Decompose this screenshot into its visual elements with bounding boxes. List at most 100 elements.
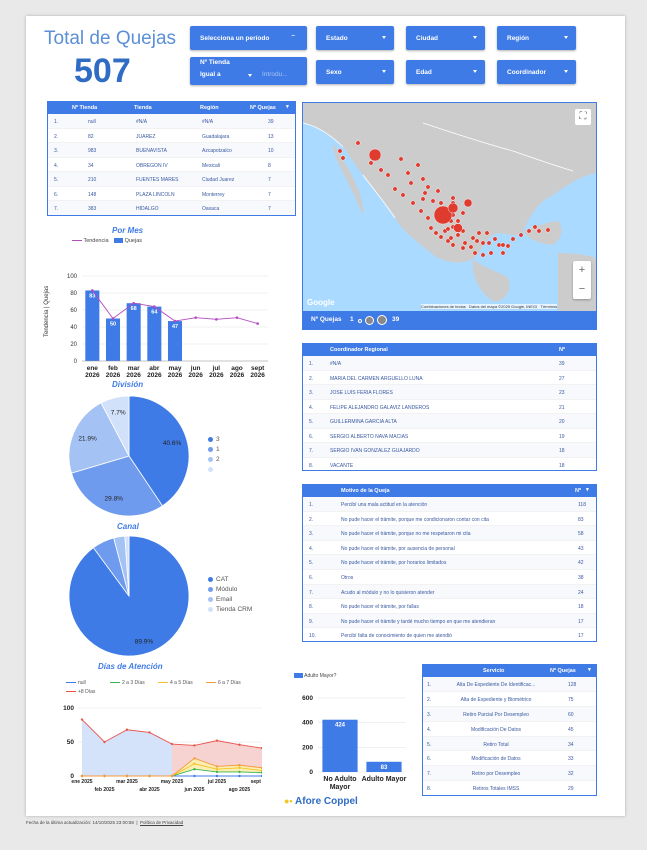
series-point[interactable] — [103, 774, 106, 778]
map-marker[interactable] — [368, 160, 374, 166]
map-marker[interactable] — [545, 227, 551, 233]
table-row[interactable]: 1. Alta De Expediente De Identificac... 12… — [423, 677, 596, 692]
sort-desc-icon[interactable]: ▾ — [286, 104, 289, 110]
map-marker[interactable] — [392, 186, 398, 192]
map-marker[interactable] — [518, 232, 524, 238]
map-marker[interactable] — [532, 224, 538, 230]
sexo-filter[interactable]: Sexo — [316, 60, 394, 84]
map-marker[interactable] — [385, 172, 391, 178]
map-marker[interactable] — [398, 156, 404, 162]
map-marker[interactable] — [460, 210, 466, 216]
col-header[interactable]: Nº Quejas — [550, 668, 576, 674]
series-point[interactable] — [148, 731, 151, 734]
trend-point[interactable] — [132, 301, 135, 305]
table-row[interactable]: 7. Retiro por Desempleo 32 — [423, 766, 596, 782]
bar[interactable] — [147, 306, 162, 361]
table-row[interactable]: 7. Acudo al módulo y no lo quisieron aten… — [303, 584, 596, 600]
series-point[interactable] — [260, 746, 262, 750]
sort-desc-icon[interactable]: ▾ — [586, 487, 589, 493]
series-point[interactable] — [238, 766, 241, 770]
map-marker[interactable] — [418, 208, 424, 214]
series-point[interactable] — [238, 763, 241, 767]
map-marker[interactable] — [526, 228, 532, 234]
col-header[interactable]: Nº Tienda — [72, 105, 98, 111]
table-row[interactable]: 7. SERGIO IVAN GONZALEZ GUAJARDO 18 — [303, 443, 596, 458]
series-point[interactable] — [215, 765, 219, 768]
series-point[interactable] — [125, 774, 129, 778]
table-row[interactable]: 3. Retiro Parcial Por Desempleo 60 — [423, 706, 596, 722]
map-marker[interactable] — [510, 236, 516, 242]
map-marker[interactable] — [474, 238, 480, 244]
map-marker[interactable] — [536, 228, 542, 234]
col-header[interactable]: Nº Quejas — [250, 105, 276, 111]
series-point[interactable] — [193, 774, 196, 778]
series-point[interactable] — [193, 762, 196, 765]
table-row[interactable]: 9. No pude hacer el trámite y tardé mucho… — [303, 613, 596, 629]
series-point[interactable] — [260, 769, 262, 772]
map-marker[interactable] — [448, 235, 454, 241]
series-point[interactable] — [125, 728, 129, 731]
table-row[interactable]: 3. JOSE LUIS FERIA FLORES 23 — [303, 385, 596, 400]
col-header[interactable]: Coordinador Regional — [330, 347, 388, 353]
series-point[interactable] — [103, 740, 106, 744]
map-marker[interactable] — [480, 240, 486, 246]
series-point[interactable] — [238, 770, 241, 774]
table-row[interactable]: 2. 82 JUAREZ Guadalajara 13 — [48, 129, 295, 143]
map-marker[interactable] — [438, 200, 444, 206]
legend-item[interactable]: 2 — [208, 456, 220, 463]
fullscreen-icon[interactable]: ⛶ — [575, 109, 591, 125]
trend-point[interactable] — [91, 289, 94, 292]
legend-item[interactable] — [208, 466, 216, 473]
table-row[interactable]: 4. FELIPE ALEJANDRO GALAVIZ LANDEROS 21 — [303, 400, 596, 414]
map-marker[interactable] — [408, 180, 414, 186]
legend-item[interactable]: 4 a 5 Días — [158, 680, 193, 686]
trend-point[interactable] — [235, 316, 239, 319]
bar[interactable] — [105, 318, 121, 362]
series-point[interactable] — [170, 774, 174, 778]
col-header[interactable]: Nº — [575, 488, 581, 494]
bar[interactable] — [366, 761, 402, 772]
map-marker[interactable] — [420, 176, 426, 182]
bar[interactable] — [126, 303, 141, 361]
edad-filter[interactable]: Edad — [406, 60, 485, 84]
map-marker[interactable] — [463, 198, 473, 208]
map-marker[interactable] — [420, 196, 426, 202]
series-point[interactable] — [215, 770, 219, 774]
map-marker[interactable] — [422, 190, 428, 196]
map-marker[interactable] — [410, 200, 416, 206]
map-marker[interactable] — [484, 230, 490, 236]
keyboard-shortcuts-link[interactable]: Combinaciones de teclas — [421, 304, 466, 309]
table-row[interactable]: 2. Alta de Expediente y Biométrico 75 — [423, 692, 596, 707]
table-row[interactable]: 5. Retiro Total 34 — [423, 736, 596, 752]
map-marker[interactable] — [462, 240, 468, 246]
table-row[interactable]: 1. null #N/A #N/A 39 — [48, 114, 295, 129]
table-row[interactable]: 1. Percibí una mala actitud en la atenció… — [303, 497, 596, 512]
privacy-link[interactable]: Política de Privacidad — [140, 820, 184, 825]
table-row[interactable]: 1. #N/A 39 — [303, 356, 596, 371]
bar[interactable] — [85, 290, 100, 361]
trend-point[interactable] — [256, 322, 259, 325]
series-point[interactable] — [215, 774, 219, 778]
map-marker[interactable] — [433, 205, 453, 225]
series-point[interactable] — [238, 743, 241, 746]
map-marker[interactable] — [355, 140, 361, 146]
series-point[interactable] — [193, 744, 196, 747]
map-marker[interactable] — [455, 232, 461, 238]
table-row[interactable]: 5. No pude hacer el trámite, por horarios… — [303, 555, 596, 570]
map-marker[interactable] — [453, 223, 463, 233]
map-marker[interactable] — [445, 238, 451, 244]
legend-item[interactable]: Email — [208, 596, 232, 603]
series-point[interactable] — [238, 774, 241, 778]
table-row[interactable]: 6. 148 PLAZA LINCOLN Monterrey 7 — [48, 187, 295, 201]
legend-item[interactable]: +8 Días — [66, 689, 95, 695]
region-filter[interactable]: Región — [497, 26, 576, 50]
series-point[interactable] — [260, 766, 262, 770]
col-header[interactable]: Región — [200, 105, 219, 111]
map-marker[interactable] — [488, 250, 494, 256]
legend-item[interactable]: 3 — [208, 436, 220, 443]
col-header[interactable]: Servicio — [483, 668, 505, 674]
series-point[interactable] — [80, 718, 84, 721]
table-row[interactable]: 6. Modificación de Datos 33 — [423, 751, 596, 767]
legend-item[interactable]: Tienda CRM — [208, 606, 252, 613]
map-marker[interactable] — [378, 167, 384, 173]
